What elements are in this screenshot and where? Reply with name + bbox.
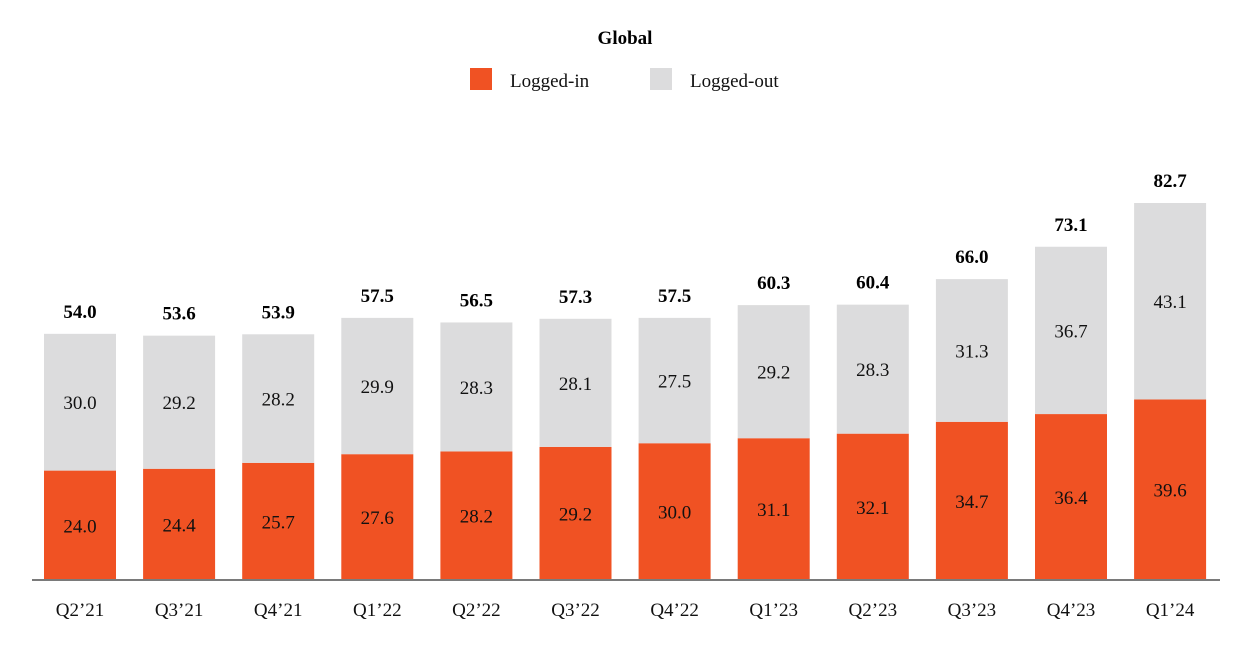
x-tick-label-q2-23: Q2’23 [849, 600, 898, 621]
x-tick-label-q4-22: Q4’22 [650, 600, 699, 621]
label-logged-out-q1-22: 29.9 [361, 377, 394, 398]
label-logged-in-q4-21: 25.7 [262, 512, 295, 533]
label-total-q3-23: 66.0 [955, 247, 988, 268]
label-logged-out-q2-23: 28.3 [856, 360, 889, 381]
bars-group: 24.0 30.0 54.0 Q2’21 24.4 29.2 53.6 Q3’21 25.7 28… [44, 171, 1207, 621]
label-total-q4-22: 57.5 [658, 286, 691, 307]
bar-logged-in-q2-23 [836, 433, 909, 580]
bar-logged-in-q4-22 [638, 443, 711, 580]
legend-label-logged-out: Logged-out [690, 71, 779, 92]
bar-logged-out-q4-23 [1035, 246, 1107, 415]
bar-logged-out-q2-22 [440, 322, 513, 452]
bar-logged-in-q1-23 [737, 438, 810, 580]
label-total-q3-21: 53.6 [162, 304, 195, 325]
bar-logged-in-q2-21 [44, 470, 116, 580]
x-tick-label-q1-22: Q1’22 [353, 600, 402, 621]
x-tick-label-q4-23: Q4’23 [1047, 600, 1096, 621]
bar-logged-in-q3-22 [539, 446, 612, 580]
bar-logged-out-q4-22 [638, 317, 711, 444]
label-logged-out-q4-23: 36.7 [1054, 321, 1087, 342]
label-logged-in-q1-23: 31.1 [757, 500, 790, 521]
bar-logged-in-q1-24 [1134, 399, 1207, 580]
label-logged-out-q3-21: 29.2 [162, 393, 195, 414]
label-logged-in-q3-21: 24.4 [162, 515, 196, 536]
label-logged-in-q2-22: 28.2 [460, 507, 493, 528]
label-logged-in-q1-22: 27.6 [361, 508, 394, 529]
bar-logged-in-q4-23 [1035, 414, 1107, 580]
label-logged-in-q4-23: 36.4 [1054, 488, 1088, 509]
label-logged-in-q4-22: 30.0 [658, 503, 691, 524]
bar-logged-out-q3-22 [539, 318, 612, 447]
label-total-q1-22: 57.5 [361, 286, 394, 307]
label-logged-in-q3-22: 29.2 [559, 504, 592, 525]
label-total-q3-22: 57.3 [559, 287, 592, 308]
bar-logged-out-q2-21 [44, 333, 116, 471]
bar-logged-out-q3-21 [143, 335, 216, 469]
label-logged-out-q2-22: 28.3 [460, 378, 493, 399]
label-logged-out-q3-23: 31.3 [955, 341, 988, 362]
label-total-q4-21: 53.9 [262, 302, 295, 323]
label-logged-out-q2-21: 30.0 [63, 393, 96, 414]
chart-title: Global [598, 28, 653, 49]
x-tick-label-q2-21: Q2’21 [56, 600, 105, 621]
label-total-q2-23: 60.4 [856, 273, 890, 294]
x-tick-label-q1-23: Q1’23 [749, 600, 798, 621]
label-logged-out-q4-21: 28.2 [262, 390, 295, 411]
x-tick-label-q3-22: Q3’22 [551, 600, 600, 621]
bar-logged-in-q3-23 [935, 421, 1008, 580]
label-logged-in-q1-24: 39.6 [1153, 481, 1186, 502]
bar-logged-out-q4-21 [242, 334, 315, 463]
label-total-q2-22: 56.5 [460, 290, 493, 311]
label-logged-out-q1-24: 43.1 [1153, 292, 1186, 313]
bar-logged-in-q3-21 [143, 468, 216, 580]
bar-logged-out-q1-24 [1134, 203, 1207, 400]
legend-label-logged-in: Logged-in [510, 71, 590, 92]
x-tick-label-q4-21: Q4’21 [254, 600, 303, 621]
label-logged-out-q3-22: 28.1 [559, 374, 592, 395]
bar-logged-in-q4-21 [242, 462, 315, 580]
bar-logged-out-q3-23 [935, 279, 1008, 422]
label-total-q1-24: 82.7 [1153, 171, 1187, 192]
label-total-q2-21: 54.0 [63, 302, 96, 323]
legend-swatch-logged-in [470, 68, 492, 90]
bar-logged-in-q1-22 [341, 454, 414, 580]
x-tick-label-q3-21: Q3’21 [155, 600, 204, 621]
x-tick-label-q1-24: Q1’24 [1146, 600, 1195, 621]
legend-swatch-logged-out [650, 68, 672, 90]
bar-logged-out-q2-23 [836, 304, 909, 434]
bar-logged-out-q1-22 [341, 317, 414, 455]
label-logged-in-q2-21: 24.0 [63, 516, 96, 537]
label-logged-in-q2-23: 32.1 [856, 498, 889, 519]
label-logged-out-q4-22: 27.5 [658, 372, 691, 393]
label-logged-out-q1-23: 29.2 [757, 363, 790, 384]
x-tick-label-q2-22: Q2’22 [452, 600, 501, 621]
label-logged-in-q3-23: 34.7 [955, 492, 988, 513]
legend: Logged-in Logged-out [470, 68, 779, 92]
label-total-q1-23: 60.3 [757, 273, 790, 294]
label-total-q4-23: 73.1 [1054, 215, 1087, 236]
bar-logged-out-q1-23 [737, 305, 810, 439]
x-tick-label-q3-23: Q3’23 [948, 600, 997, 621]
bar-logged-in-q2-22 [440, 451, 513, 580]
